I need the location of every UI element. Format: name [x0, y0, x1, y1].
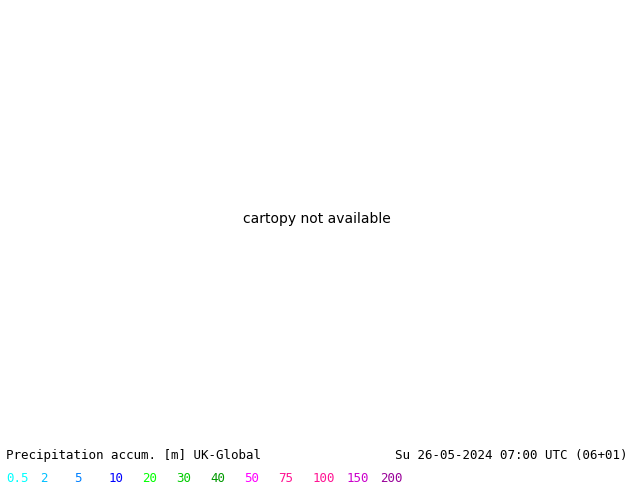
Text: 5: 5	[74, 472, 82, 485]
Text: cartopy not available: cartopy not available	[243, 212, 391, 226]
Text: 20: 20	[143, 472, 157, 485]
Text: 100: 100	[313, 472, 335, 485]
Text: 2: 2	[41, 472, 48, 485]
Text: 0.5: 0.5	[6, 472, 29, 485]
Text: 200: 200	[380, 472, 403, 485]
Text: 40: 40	[210, 472, 225, 485]
Text: Precipitation accum. [m] UK-Global: Precipitation accum. [m] UK-Global	[6, 449, 261, 462]
Text: 30: 30	[176, 472, 191, 485]
Text: 10: 10	[108, 472, 124, 485]
Text: 75: 75	[278, 472, 294, 485]
Text: Su 26-05-2024 07:00 UTC (06+01): Su 26-05-2024 07:00 UTC (06+01)	[395, 449, 628, 462]
Text: 50: 50	[244, 472, 259, 485]
Text: 150: 150	[346, 472, 369, 485]
